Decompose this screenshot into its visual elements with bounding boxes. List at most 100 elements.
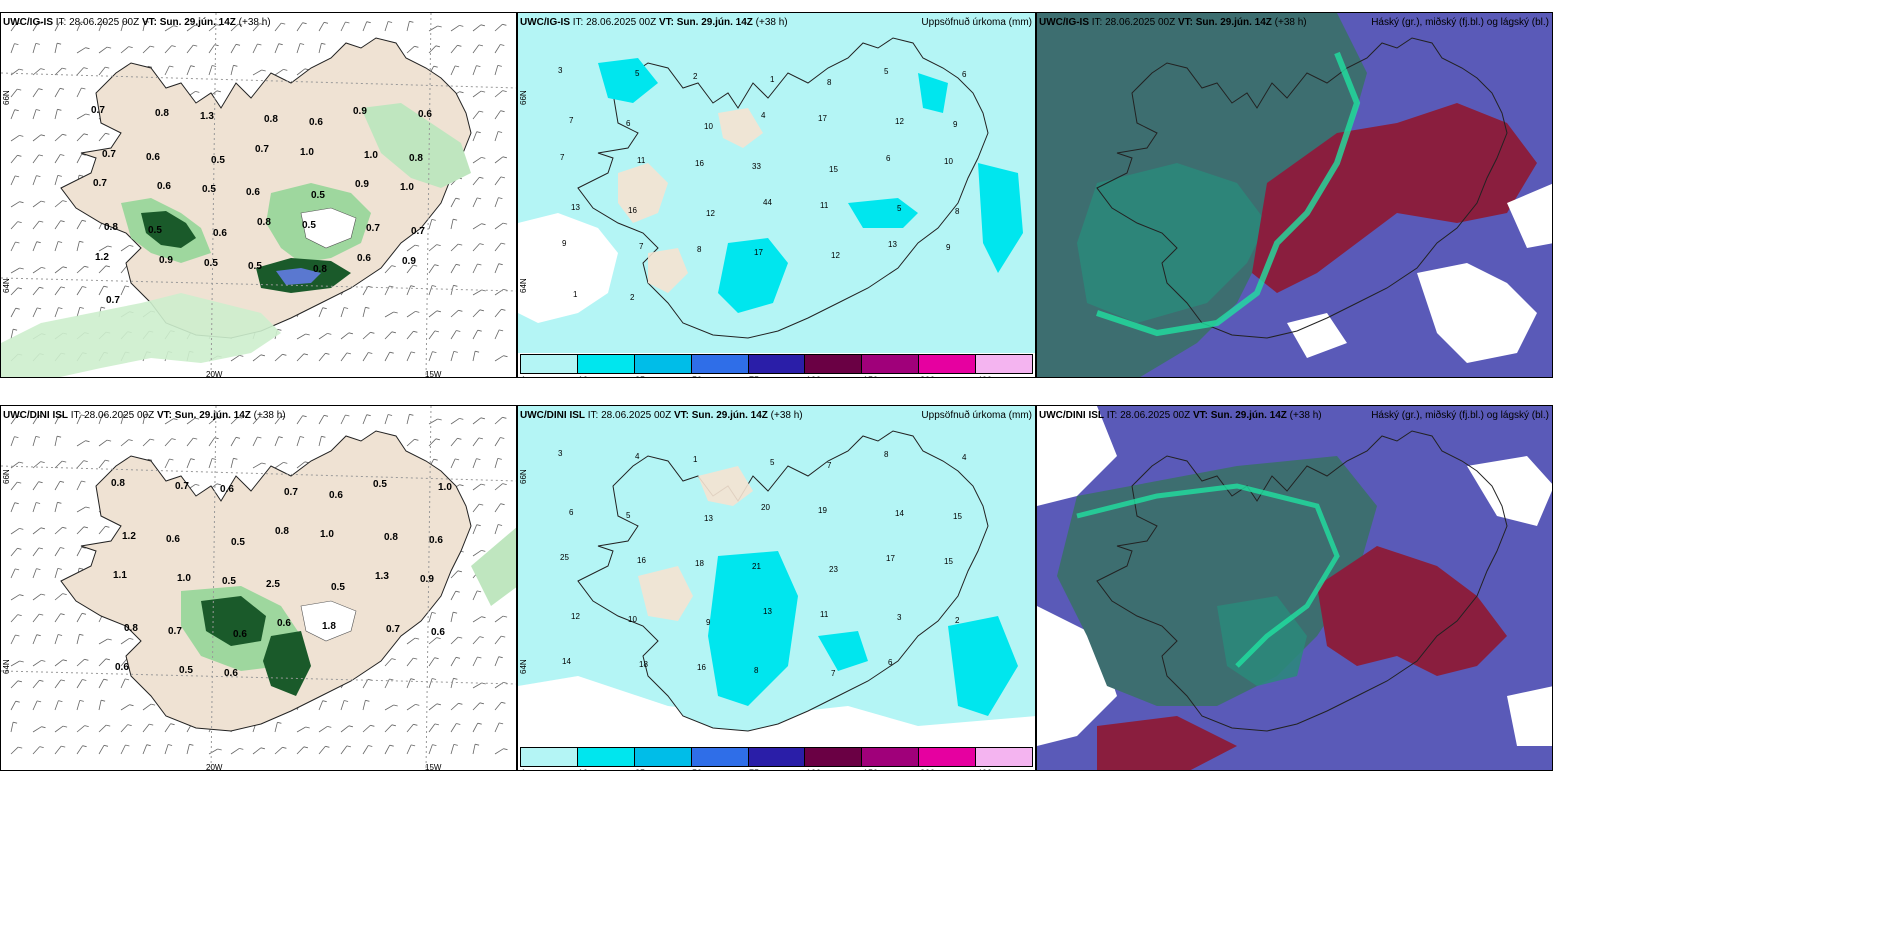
wind-barb <box>274 22 282 32</box>
precip-value-label: 0.5 <box>248 261 262 272</box>
wind-barb-flag <box>15 241 20 244</box>
wind-barb-flag <box>410 285 415 288</box>
init-time: IT: 28.06.2025 00Z <box>1091 17 1176 28</box>
wind-barb <box>318 415 325 425</box>
wind-barb <box>296 353 305 362</box>
wind-barb <box>362 286 369 296</box>
precip-value-label: 0.7 <box>366 223 380 234</box>
wind-barb <box>120 285 126 296</box>
panel-bottom-right-cloud-cover: UWC/DINI ISL IT: 28.06.2025 00Z VT: Sun.… <box>1036 405 1553 771</box>
lat-tick-64n: 64N <box>2 278 11 293</box>
wind-barb <box>252 23 260 32</box>
wind-barb-flag <box>19 201 24 204</box>
wind-barb <box>362 725 371 733</box>
glacier-white <box>300 207 357 249</box>
wind-barb-flag <box>323 414 329 417</box>
wind-barb <box>32 461 41 469</box>
wind-barb <box>252 354 262 362</box>
wind-barb <box>10 701 17 711</box>
colorbar-tick-label: 200 <box>920 375 935 377</box>
wind-barb-flag <box>393 311 398 314</box>
wind-barb-flag <box>105 525 110 528</box>
wind-barb <box>10 680 19 689</box>
wind-barb-flag <box>503 748 508 751</box>
precip-value-label: 17 <box>818 114 827 123</box>
precip-value-label: 3 <box>558 66 563 75</box>
precip-value-label: 0.6 <box>146 152 160 163</box>
wind-barb <box>450 458 456 469</box>
wind-barb <box>32 307 38 318</box>
wind-barb-flag <box>150 438 155 441</box>
wind-barb-flag <box>59 21 64 24</box>
wind-barb-flag <box>459 91 464 94</box>
wind-barb-flag <box>283 69 288 71</box>
precip-value-label: 0.5 <box>204 258 218 269</box>
mid-cloud-maroon <box>1252 103 1537 293</box>
wind-barb-flag <box>39 613 44 616</box>
wind-barb <box>494 90 503 98</box>
wind-barb-flag <box>499 329 504 332</box>
precip-value-label: 0.6 <box>115 662 129 673</box>
wind-barb-flag <box>79 307 84 309</box>
lat-tick-66n: 66N <box>519 90 528 105</box>
wind-barb-flag <box>19 594 24 597</box>
wind-barb-flag <box>455 65 460 68</box>
colorbar-swatch <box>634 748 692 766</box>
wind-barb <box>450 570 459 579</box>
heavy-precip-cyan <box>598 58 1023 313</box>
wind-barb <box>472 744 476 755</box>
lead-time: (+38 h) <box>1289 410 1322 421</box>
wind-barb-flag <box>414 438 419 441</box>
wind-barb <box>472 524 478 535</box>
wind-barb <box>120 744 126 755</box>
precip-value-label: 0.5 <box>202 184 216 195</box>
wind-barb-flag <box>105 132 110 135</box>
wind-barb <box>406 285 412 296</box>
wind-barb-flag <box>193 437 198 440</box>
panel-header: UWC/DINI ISL IT: 28.06.2025 00Z VT: Sun.… <box>3 410 286 422</box>
map-bottom-left: 0.8 0.7 0.6 0.7 0.6 0.5 1.0 1.2 0.6 0.5 0.8 1.0 0.8 0… <box>1 406 516 770</box>
wind-barb-flag <box>479 176 484 179</box>
wind-barb-flag <box>19 68 24 71</box>
wind-barb <box>54 286 62 296</box>
wind-barb-flag <box>151 703 156 706</box>
wind-barb <box>32 436 37 447</box>
wind-barb <box>98 745 105 755</box>
wind-barb <box>164 65 170 76</box>
model-name: UWC/DINI ISL <box>520 410 585 421</box>
wind-barb-flag <box>498 524 503 526</box>
wind-barb <box>384 352 391 362</box>
wind-barb <box>54 241 59 252</box>
wind-barb <box>428 612 433 623</box>
wind-barb <box>428 310 438 318</box>
panel-bottom-left-precip-wind: 0.8 0.7 0.6 0.7 0.6 0.5 1.0 1.2 0.6 0.5 0.8 1.0 0.8 0… <box>0 405 517 771</box>
wind-barb <box>274 436 280 447</box>
wind-barb-flag <box>475 743 480 746</box>
wind-barb-flag <box>415 704 420 706</box>
wind-barb-flag <box>81 612 87 615</box>
wind-barb-flag <box>459 25 464 27</box>
wind-barb <box>494 503 501 513</box>
wind-barb-flag <box>107 46 112 49</box>
wind-barb <box>32 726 42 733</box>
wind-barb <box>428 45 437 54</box>
wind-barb-flag <box>434 330 439 333</box>
wind-barb-flag <box>431 219 436 221</box>
wind-barb-flag <box>277 328 282 331</box>
wind-barb <box>428 418 438 425</box>
wind-barb-flag <box>147 65 153 68</box>
colorbar-swatch <box>919 355 977 373</box>
wind-barb <box>98 46 108 54</box>
precip-value-label: 7 <box>831 669 836 678</box>
wind-barb <box>98 245 108 252</box>
heavy-precip-cyan <box>708 551 1018 716</box>
wind-barb-flag <box>79 633 84 636</box>
wind-barb-flag <box>173 25 178 28</box>
wind-barb-flag <box>300 43 305 45</box>
wind-barb-flag <box>13 328 18 331</box>
wind-barb-flag <box>41 660 46 662</box>
wind-barb <box>186 458 192 469</box>
precip-darkgreen-west <box>141 211 196 248</box>
wind-barb <box>230 44 237 54</box>
wind-barb-flag <box>453 284 458 287</box>
